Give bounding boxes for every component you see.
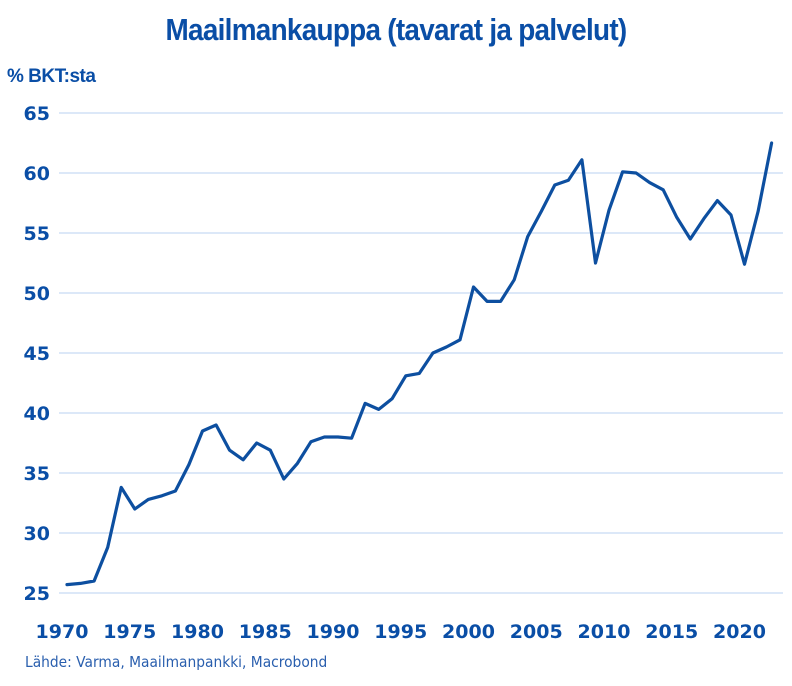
x-tick-label: 2000 — [442, 621, 495, 643]
series-line — [65, 141, 774, 587]
x-tick-label: 2010 — [578, 621, 631, 643]
y-tick-label: 50 — [24, 283, 50, 305]
y-tick-label: 55 — [24, 223, 50, 245]
y-tick-label: 45 — [24, 343, 50, 365]
chart-title: Maailmankauppa (tavarat ja palvelut) — [165, 12, 628, 47]
x-tick-label: 1975 — [103, 621, 156, 643]
y-tick-label: 25 — [24, 583, 50, 605]
x-tick-label: 2015 — [645, 621, 698, 643]
x-tick-label: 1980 — [171, 621, 224, 643]
x-tick-label: 1970 — [36, 621, 89, 643]
x-axis-ticks: 1970 1975 1980 1985 1990 1995 2000 2005 2010 2015… — [36, 621, 766, 643]
y-tick-label: 65 — [24, 103, 50, 125]
y-tick-label: 60 — [24, 163, 50, 185]
y-tick-label: 35 — [24, 463, 50, 485]
x-tick-label: 1990 — [307, 621, 360, 643]
y-axis-unit-label: % BKT:sta — [7, 66, 96, 87]
y-tick-label: 30 — [24, 523, 50, 545]
source-note: Lähde: Varma, Maailmanpankki, Macrobond — [25, 653, 328, 671]
x-tick-label: 1995 — [374, 621, 427, 643]
x-tick-label: 2005 — [510, 621, 563, 643]
x-tick-label: 2020 — [713, 621, 766, 643]
x-tick-label: 1985 — [239, 621, 292, 643]
gridlines — [59, 112, 783, 594]
y-tick-label: 40 — [24, 403, 50, 425]
y-axis-ticks: 25 30 35 40 45 50 55 60 65 — [24, 103, 50, 605]
